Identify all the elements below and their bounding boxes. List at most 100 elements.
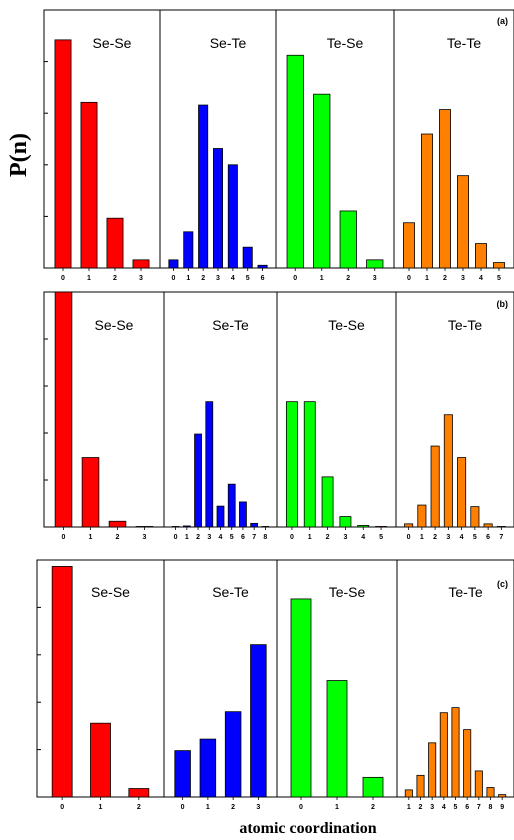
bar — [80, 101, 98, 269]
x-tick-label: 5 — [379, 534, 383, 541]
panel-title: Te-Te — [448, 584, 482, 600]
x-tick-label: 0 — [290, 534, 294, 541]
panel-te-se: Te-Se 0 1 2 3 4 5 — [276, 292, 388, 541]
x-tick-label: 0 — [60, 804, 64, 811]
x-tick-label: 4 — [442, 804, 446, 811]
x-tick-label: 9 — [500, 804, 504, 811]
bar — [174, 750, 191, 798]
x-tick-label: 2 — [231, 804, 235, 811]
x-tick-label: 0 — [407, 534, 411, 541]
panel-te-te: Te-Te 0 1 2 3 4 5 6 7 — [395, 292, 506, 541]
bar — [198, 104, 209, 269]
bar — [339, 210, 357, 269]
bar — [443, 414, 453, 528]
x-tick-label: 2 — [443, 275, 447, 282]
x-tick-label: 1 — [320, 275, 324, 282]
bar — [457, 457, 467, 528]
panel-te-se: Te-Se 0 1 2 — [276, 560, 384, 811]
bar — [451, 707, 460, 798]
panel-se-te: Se-Te 0 1 2 3 — [163, 560, 267, 811]
bar — [439, 712, 448, 798]
bar — [428, 742, 437, 798]
bar — [404, 523, 414, 528]
x-tick-label: 4 — [219, 534, 223, 541]
x-tick-label: 6 — [241, 534, 245, 541]
bar — [216, 505, 225, 528]
panel-title: Te-Se — [327, 35, 364, 51]
row-frame — [36, 559, 514, 798]
bar — [498, 794, 507, 798]
x-tick-label: 3 — [216, 275, 220, 282]
bar — [239, 501, 247, 528]
panel-title: Se-Te — [212, 584, 249, 600]
x-tick-label: 5 — [497, 275, 501, 282]
panel-title: Te-Te — [447, 35, 481, 51]
x-tick-label: 0 — [407, 275, 411, 282]
bar — [81, 457, 100, 528]
x-tick-label: 4 — [231, 275, 235, 282]
x-tick-label: 2 — [371, 804, 375, 811]
x-tick-label: 3 — [139, 275, 143, 282]
x-tick-label: 2 — [196, 534, 200, 541]
x-tick-label: 1 — [89, 534, 93, 541]
x-tick-label: 0 — [171, 275, 175, 282]
y-axis-label: P(n) — [6, 133, 32, 177]
panel-se-se: Se-Se 0 1 2 3 — [54, 35, 150, 282]
bar — [290, 598, 312, 798]
bar — [199, 738, 217, 798]
x-tick-label: 2 — [137, 804, 141, 811]
x-tick-label: 7 — [477, 804, 481, 811]
x-tick-label: 0 — [62, 534, 66, 541]
bar — [168, 259, 179, 269]
x-tick-label: 3 — [430, 804, 434, 811]
bar — [90, 722, 111, 798]
x-tick-label: 1 — [420, 534, 424, 541]
bar — [357, 525, 370, 528]
row-label: (a) — [497, 16, 508, 26]
x-tick-label: 2 — [419, 804, 423, 811]
x-tick-label: 1 — [186, 275, 190, 282]
chart-rows: Se-Se0 1 2 3Se-Te0 1 2 3 4 5 6Te-Se0 1 2 3Te-Te0 1 2 3 4… — [36, 9, 514, 811]
x-tick-label: 1 — [335, 804, 339, 811]
bar — [106, 217, 124, 269]
panel-title: Se-Se — [91, 584, 130, 600]
panel-se-se: Se-Se 0 1 2 3 — [54, 291, 154, 541]
x-tick-label: 2 — [326, 534, 330, 541]
bar — [430, 445, 440, 528]
bar — [182, 525, 191, 528]
x-tick-label: 1 — [308, 534, 312, 541]
x-tick-label: 0 — [299, 804, 303, 811]
bar — [303, 401, 316, 528]
bar — [417, 504, 427, 528]
chart-row-1: Se-Se 0 1 2 3 Se-Te 0 1 2 3 4 5 6 Te-Se 0 1 2 3 Te-Te 0 1 2 3 4… — [43, 9, 514, 282]
bar — [250, 644, 267, 798]
x-tick-label: 0 — [293, 275, 297, 282]
panel-title: Se-Se — [95, 317, 134, 333]
bar — [257, 264, 268, 269]
panel-title: Se-Te — [212, 317, 249, 333]
bar — [403, 222, 415, 269]
x-tick-label: 7 — [252, 534, 256, 541]
chart-row-3: Se-Se0 1 2Se-Te0 1 2 3Te-Se0 1 2Te-Te1 2 3 4 5 6 7 8 9(… — [36, 559, 514, 811]
panel-se-se: Se-Se 0 1 2 — [51, 566, 150, 811]
x-tick-label: 1 — [99, 804, 103, 811]
bar — [108, 520, 127, 528]
bar — [227, 483, 236, 528]
x-tick-label: 3 — [461, 275, 465, 282]
bar — [242, 246, 253, 269]
bar — [54, 291, 73, 528]
bar — [51, 566, 73, 798]
bar — [321, 476, 334, 528]
bar — [326, 680, 348, 798]
bar — [493, 262, 505, 269]
panel-title: Te-Te — [448, 317, 482, 333]
x-tick-label: 0 — [61, 275, 65, 282]
bar — [183, 231, 194, 269]
x-tick-label: 2 — [201, 275, 205, 282]
bar — [250, 522, 259, 528]
x-tick-label: 4 — [361, 534, 365, 541]
bar — [128, 788, 150, 798]
x-tick-label: 4 — [460, 534, 464, 541]
panel-se-te: Se-Te 0 1 2 3 4 5 6 — [159, 10, 268, 282]
